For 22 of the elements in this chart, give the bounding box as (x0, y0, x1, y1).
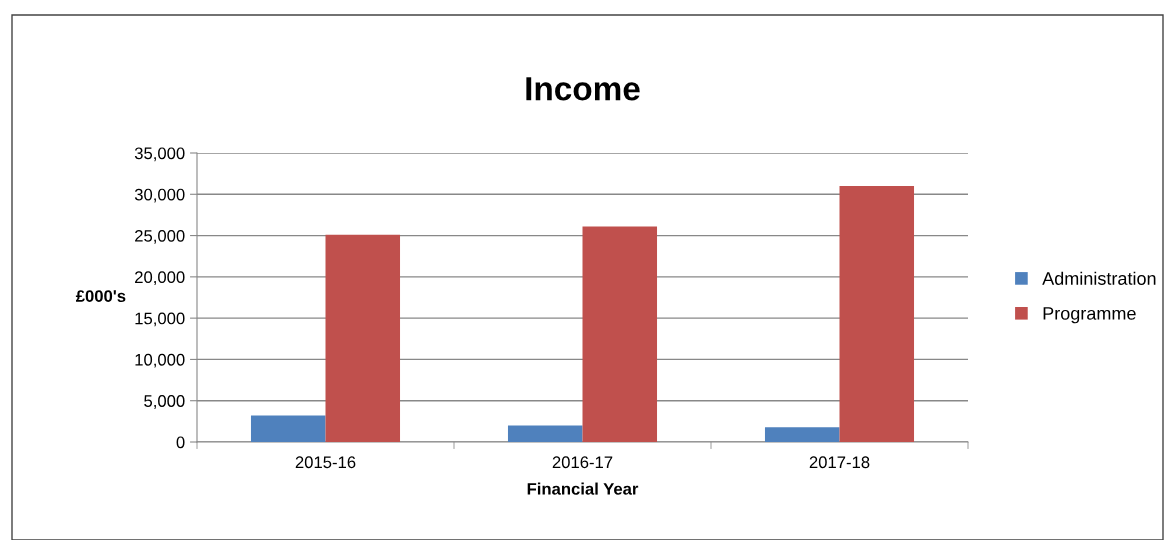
legend-label: Programme (1043, 307, 1136, 324)
chart-title: Income (526, 77, 640, 101)
bar (764, 427, 840, 442)
y-tick-label: 25,000 (135, 229, 185, 244)
y-tick-label: 35,000 (134, 147, 185, 162)
legend-label: Administration (1042, 271, 1156, 285)
y-tick-label: 10,000 (135, 353, 185, 368)
x-tick-label: 2016-17 (552, 456, 613, 469)
y-axis-title: £000's (75, 290, 126, 302)
y-tick-label: 30,000 (134, 188, 185, 203)
y-tick-label: 0 (176, 436, 185, 449)
y-tick-label: 5,000 (144, 395, 185, 409)
x-tick-label: 2017-18 (809, 456, 870, 469)
bar (325, 234, 401, 442)
bar (250, 415, 326, 442)
y-tick-label: 20,000 (135, 271, 185, 286)
bar (582, 226, 658, 442)
bar (507, 425, 583, 442)
y-tick-label: 15,000 (135, 312, 185, 327)
bar (839, 186, 915, 442)
x-tick-label: 2015-16 (295, 456, 356, 469)
x-axis-title: Financial Year (527, 482, 639, 495)
